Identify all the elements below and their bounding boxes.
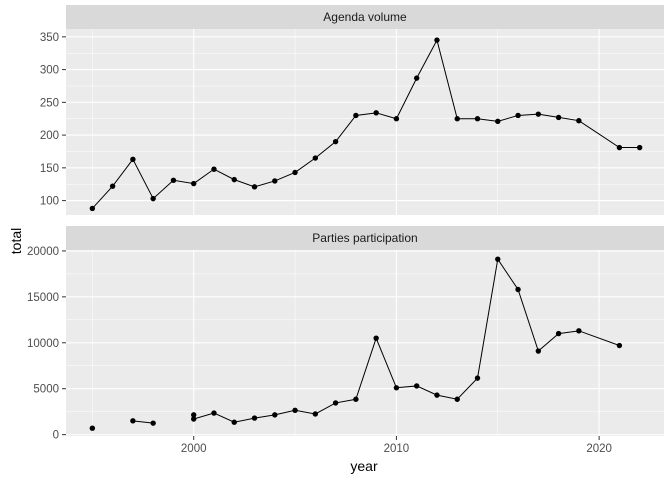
strip-label: Parties participation xyxy=(312,231,417,245)
data-point xyxy=(89,425,96,431)
data-point xyxy=(353,112,359,119)
data-point xyxy=(191,180,197,187)
data-point xyxy=(474,116,481,122)
data-point xyxy=(413,75,420,81)
data-point xyxy=(373,110,379,116)
data-point xyxy=(251,415,258,421)
x-tick-label: 2010 xyxy=(384,443,410,455)
data-point xyxy=(332,138,339,145)
data-point xyxy=(495,256,501,262)
y-tick-label: 200 xyxy=(40,130,59,142)
series-line xyxy=(132,420,154,424)
data-point xyxy=(413,383,420,389)
data-point xyxy=(150,195,156,202)
data-point xyxy=(150,420,156,426)
x-axis: 2000 2010 2020 xyxy=(181,436,612,455)
strip-label: Agenda volume xyxy=(323,10,407,24)
y-tick-label: 0 xyxy=(53,430,59,442)
data-point xyxy=(616,144,623,151)
data-point xyxy=(109,183,116,189)
data-point xyxy=(576,117,582,124)
data-point xyxy=(434,392,440,398)
y-tick-label: 150 xyxy=(40,163,59,175)
data-point xyxy=(636,144,643,151)
data-point xyxy=(272,412,278,418)
y-axis-title: total xyxy=(8,228,24,254)
data-point xyxy=(434,37,440,43)
data-point xyxy=(312,411,319,417)
y-tick-label: 300 xyxy=(40,65,59,77)
data-point xyxy=(373,335,379,341)
y-tick-label: 20000 xyxy=(27,246,59,258)
y-tick-label: 10000 xyxy=(27,338,59,350)
strip-background xyxy=(66,5,664,29)
data-point xyxy=(130,418,136,424)
data-point xyxy=(211,166,217,172)
data-point xyxy=(454,396,460,402)
data-point xyxy=(454,116,460,122)
data-point xyxy=(251,184,258,190)
data-point xyxy=(555,330,562,337)
data-point xyxy=(292,169,298,176)
data-point xyxy=(312,155,319,161)
panel-parties-participation: Parties participation 0 5000 10000 15000 2000… xyxy=(27,226,664,442)
data-point xyxy=(231,419,237,425)
data-point xyxy=(292,407,298,413)
data-point xyxy=(211,410,217,416)
data-point xyxy=(535,111,542,117)
data-point xyxy=(535,348,542,354)
data-point xyxy=(515,286,521,293)
panel-agenda-volume: Agenda volume 100 150 200 250 300 350 xyxy=(40,5,664,215)
y-tick-label: 15000 xyxy=(27,292,59,304)
panel-background xyxy=(66,29,664,215)
y-tick-label: 350 xyxy=(40,32,59,44)
data-point xyxy=(393,116,400,122)
data-point xyxy=(170,177,177,183)
data-point xyxy=(191,416,197,422)
x-axis-title: year xyxy=(350,458,378,474)
data-point xyxy=(353,396,359,402)
data-point xyxy=(495,118,501,125)
x-tick-label: 2020 xyxy=(586,443,612,455)
data-point xyxy=(191,412,197,418)
data-point xyxy=(231,176,237,183)
data-point xyxy=(89,205,96,212)
data-point xyxy=(272,178,278,184)
data-point xyxy=(616,342,623,349)
strip-background xyxy=(66,226,664,250)
x-tick-label: 2000 xyxy=(181,443,207,455)
y-tick-label: 100 xyxy=(40,196,59,208)
data-point xyxy=(130,156,136,163)
data-point xyxy=(393,385,400,391)
y-tick-label: 5000 xyxy=(33,384,59,396)
data-point xyxy=(576,328,582,334)
data-point xyxy=(332,400,339,406)
y-tick-label: 250 xyxy=(40,97,59,109)
data-point xyxy=(515,112,521,119)
data-point xyxy=(474,375,481,381)
data-point xyxy=(555,114,562,121)
